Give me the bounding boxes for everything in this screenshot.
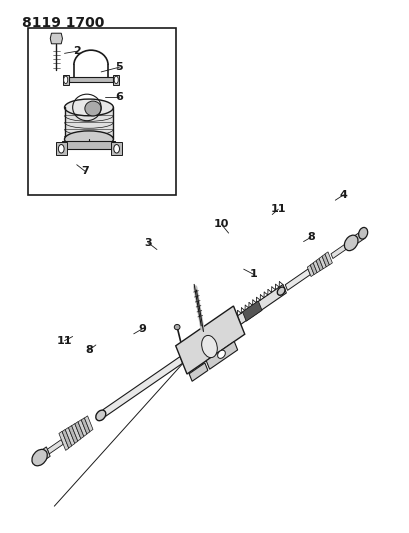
Polygon shape bbox=[306, 265, 313, 277]
Polygon shape bbox=[68, 77, 113, 82]
Ellipse shape bbox=[217, 350, 225, 358]
Text: 8: 8 bbox=[306, 232, 314, 243]
Polygon shape bbox=[50, 33, 62, 44]
Text: 7: 7 bbox=[81, 166, 88, 176]
Polygon shape bbox=[59, 431, 69, 450]
Polygon shape bbox=[103, 357, 182, 416]
Polygon shape bbox=[285, 269, 310, 290]
Text: 1: 1 bbox=[249, 270, 257, 279]
Polygon shape bbox=[65, 427, 75, 446]
Ellipse shape bbox=[201, 335, 217, 358]
Polygon shape bbox=[78, 419, 87, 437]
Polygon shape bbox=[56, 142, 66, 155]
Polygon shape bbox=[330, 240, 351, 259]
Ellipse shape bbox=[358, 228, 367, 239]
Text: 5: 5 bbox=[115, 62, 123, 72]
Polygon shape bbox=[47, 440, 63, 454]
Ellipse shape bbox=[276, 287, 284, 295]
Ellipse shape bbox=[63, 76, 67, 84]
Polygon shape bbox=[175, 306, 244, 374]
Polygon shape bbox=[206, 342, 237, 369]
Polygon shape bbox=[75, 422, 84, 439]
Polygon shape bbox=[321, 254, 328, 267]
Ellipse shape bbox=[114, 76, 118, 84]
Text: 11: 11 bbox=[56, 336, 72, 346]
Polygon shape bbox=[72, 424, 81, 441]
Ellipse shape bbox=[85, 101, 101, 116]
Polygon shape bbox=[63, 75, 68, 85]
Ellipse shape bbox=[32, 449, 47, 466]
Polygon shape bbox=[64, 108, 113, 139]
Ellipse shape bbox=[96, 410, 106, 421]
Ellipse shape bbox=[344, 235, 357, 251]
Text: 8: 8 bbox=[85, 345, 92, 356]
Polygon shape bbox=[237, 285, 285, 325]
Text: 10: 10 bbox=[213, 219, 228, 229]
Polygon shape bbox=[189, 363, 207, 381]
Polygon shape bbox=[310, 263, 316, 274]
Ellipse shape bbox=[114, 144, 119, 153]
Text: 3: 3 bbox=[144, 238, 151, 248]
Ellipse shape bbox=[174, 325, 180, 330]
Text: 6: 6 bbox=[115, 92, 123, 102]
Polygon shape bbox=[34, 447, 50, 465]
Polygon shape bbox=[315, 259, 322, 271]
Polygon shape bbox=[113, 75, 118, 85]
Polygon shape bbox=[81, 418, 90, 434]
Polygon shape bbox=[312, 261, 319, 273]
Polygon shape bbox=[62, 430, 72, 448]
Ellipse shape bbox=[64, 99, 113, 116]
Text: 9: 9 bbox=[137, 324, 146, 334]
Ellipse shape bbox=[64, 131, 113, 148]
Text: 4: 4 bbox=[339, 190, 346, 200]
Polygon shape bbox=[68, 425, 78, 443]
Text: 11: 11 bbox=[270, 204, 285, 214]
Polygon shape bbox=[84, 416, 93, 432]
Ellipse shape bbox=[58, 144, 64, 153]
Text: 8119 1700: 8119 1700 bbox=[22, 16, 104, 30]
Polygon shape bbox=[349, 231, 364, 247]
Polygon shape bbox=[242, 301, 261, 321]
Polygon shape bbox=[62, 141, 115, 149]
Polygon shape bbox=[324, 252, 332, 265]
Bar bbox=[28, 28, 176, 195]
Text: 2: 2 bbox=[73, 46, 81, 56]
Polygon shape bbox=[318, 256, 326, 269]
Polygon shape bbox=[111, 142, 121, 155]
